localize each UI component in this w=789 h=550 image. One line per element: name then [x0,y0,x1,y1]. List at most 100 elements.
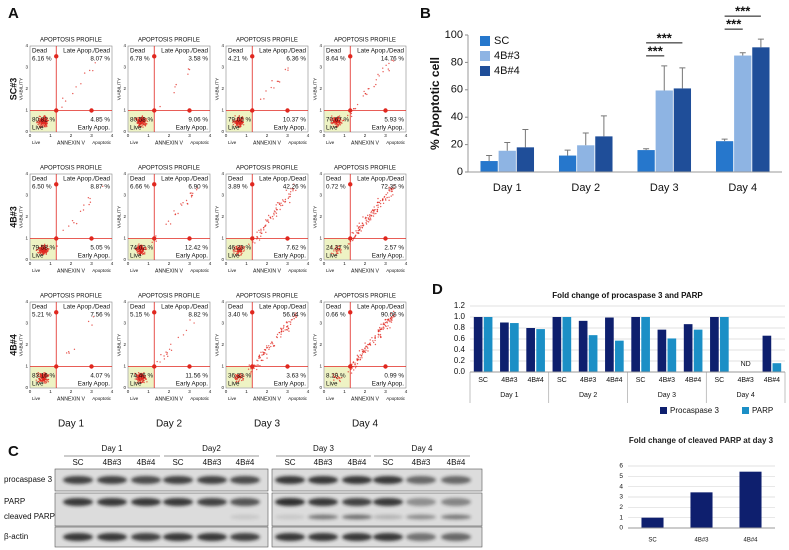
gate-handle [152,182,157,187]
gate-handle [285,364,290,369]
event-dot [275,212,278,214]
bar [752,47,770,172]
y-tick-label: 1.0 [454,312,466,321]
x-tick-label: 3 [90,261,93,266]
event-dot [286,321,288,323]
event-dot [43,380,45,383]
event-dot [177,212,179,215]
event-dot [267,221,270,224]
gate-handle [383,236,388,241]
event-dot [80,83,82,85]
event-dot [373,206,375,208]
event-dot [233,119,235,121]
event-dot [363,350,365,352]
event-dot [341,377,343,379]
event-dot [237,247,239,249]
event-dot [43,248,45,250]
event-dot [369,339,371,341]
x-tick-label: Day 1 [493,182,522,194]
gate-handle [54,236,59,241]
event-dot [41,374,44,377]
gate-handle [152,310,157,315]
x-tick-label: 3 [188,389,191,394]
y-tick-label: 20 [451,139,463,151]
x-tick-label: 0 [127,261,130,266]
event-dot [136,122,138,124]
event-dot [362,216,364,218]
error-bar [564,149,571,156]
x-axis-sub: Apoptotic [386,140,406,145]
event-dot [372,209,374,211]
blot-band [308,498,338,506]
event-dot [356,232,358,234]
event-dot [293,183,295,185]
event-dot [37,373,40,376]
event-dot [270,345,272,348]
quadrant-name: Late Apop./Dead [161,48,208,55]
event-dot [44,377,46,379]
event-dot [364,93,367,95]
event-dot [379,326,381,329]
event-dot [374,339,376,342]
event-dot [339,124,342,126]
event-dot [45,378,48,380]
x-tick-label: 4 [111,261,114,266]
gate-handle [383,364,388,369]
event-dot [241,116,244,118]
quadrant-value: 3.58 % [188,56,208,63]
x-tick-label: 3 [286,389,289,394]
event-dot [350,372,353,374]
bar [552,317,562,372]
event-dot [43,247,46,249]
event-dot [196,187,199,189]
blot-band [373,476,403,484]
event-dot [232,121,234,124]
event-dot [250,371,252,373]
event-dot [146,120,149,122]
bar [588,335,598,372]
event-dot [137,250,139,253]
y-tick-label: 3 [221,193,224,198]
event-dot [43,371,45,374]
event-dot [386,196,388,199]
event-dot [237,252,239,254]
event-dot [337,121,340,124]
x-tick-label: 4B#3 [659,377,675,384]
event-dot [350,115,353,118]
y-tick-label: 5 [619,473,623,480]
x-tick-label: 0 [29,261,32,266]
blot-band [373,514,403,520]
event-dot [256,231,258,233]
y-tick-label: 4 [319,171,322,176]
event-dot [333,116,335,119]
event-dot [339,250,342,252]
event-dot [37,371,39,374]
event-dot [234,377,236,379]
event-dot [40,375,42,377]
y-tick-label: 0 [123,257,126,262]
x-tick-label: 4B#4 [685,377,701,384]
bar [715,141,734,172]
event-dot [330,246,333,248]
event-dot [265,347,268,349]
event-dot [73,222,75,224]
quadrant-name: Live [32,125,44,132]
y-tick-label: 1 [221,108,224,113]
event-dot [73,348,76,351]
event-dot [36,120,38,123]
significance-label: *** [735,4,751,19]
event-dot [292,190,294,192]
blot-frame [54,492,269,527]
quadrant-value: 70.67 % [326,117,350,124]
y-tick-label: 0.2 [454,356,466,365]
quadrant-value: 8.82 % [188,312,208,319]
event-dot [39,373,42,375]
row-label: 4B#3 [8,206,18,228]
event-dot [40,245,43,247]
event-dot [362,95,364,97]
x-tick-label: 2 [168,389,171,394]
event-dot [241,252,243,255]
event-dot [144,247,147,249]
event-dot [282,326,285,328]
x-tick-label: SC [636,377,646,384]
